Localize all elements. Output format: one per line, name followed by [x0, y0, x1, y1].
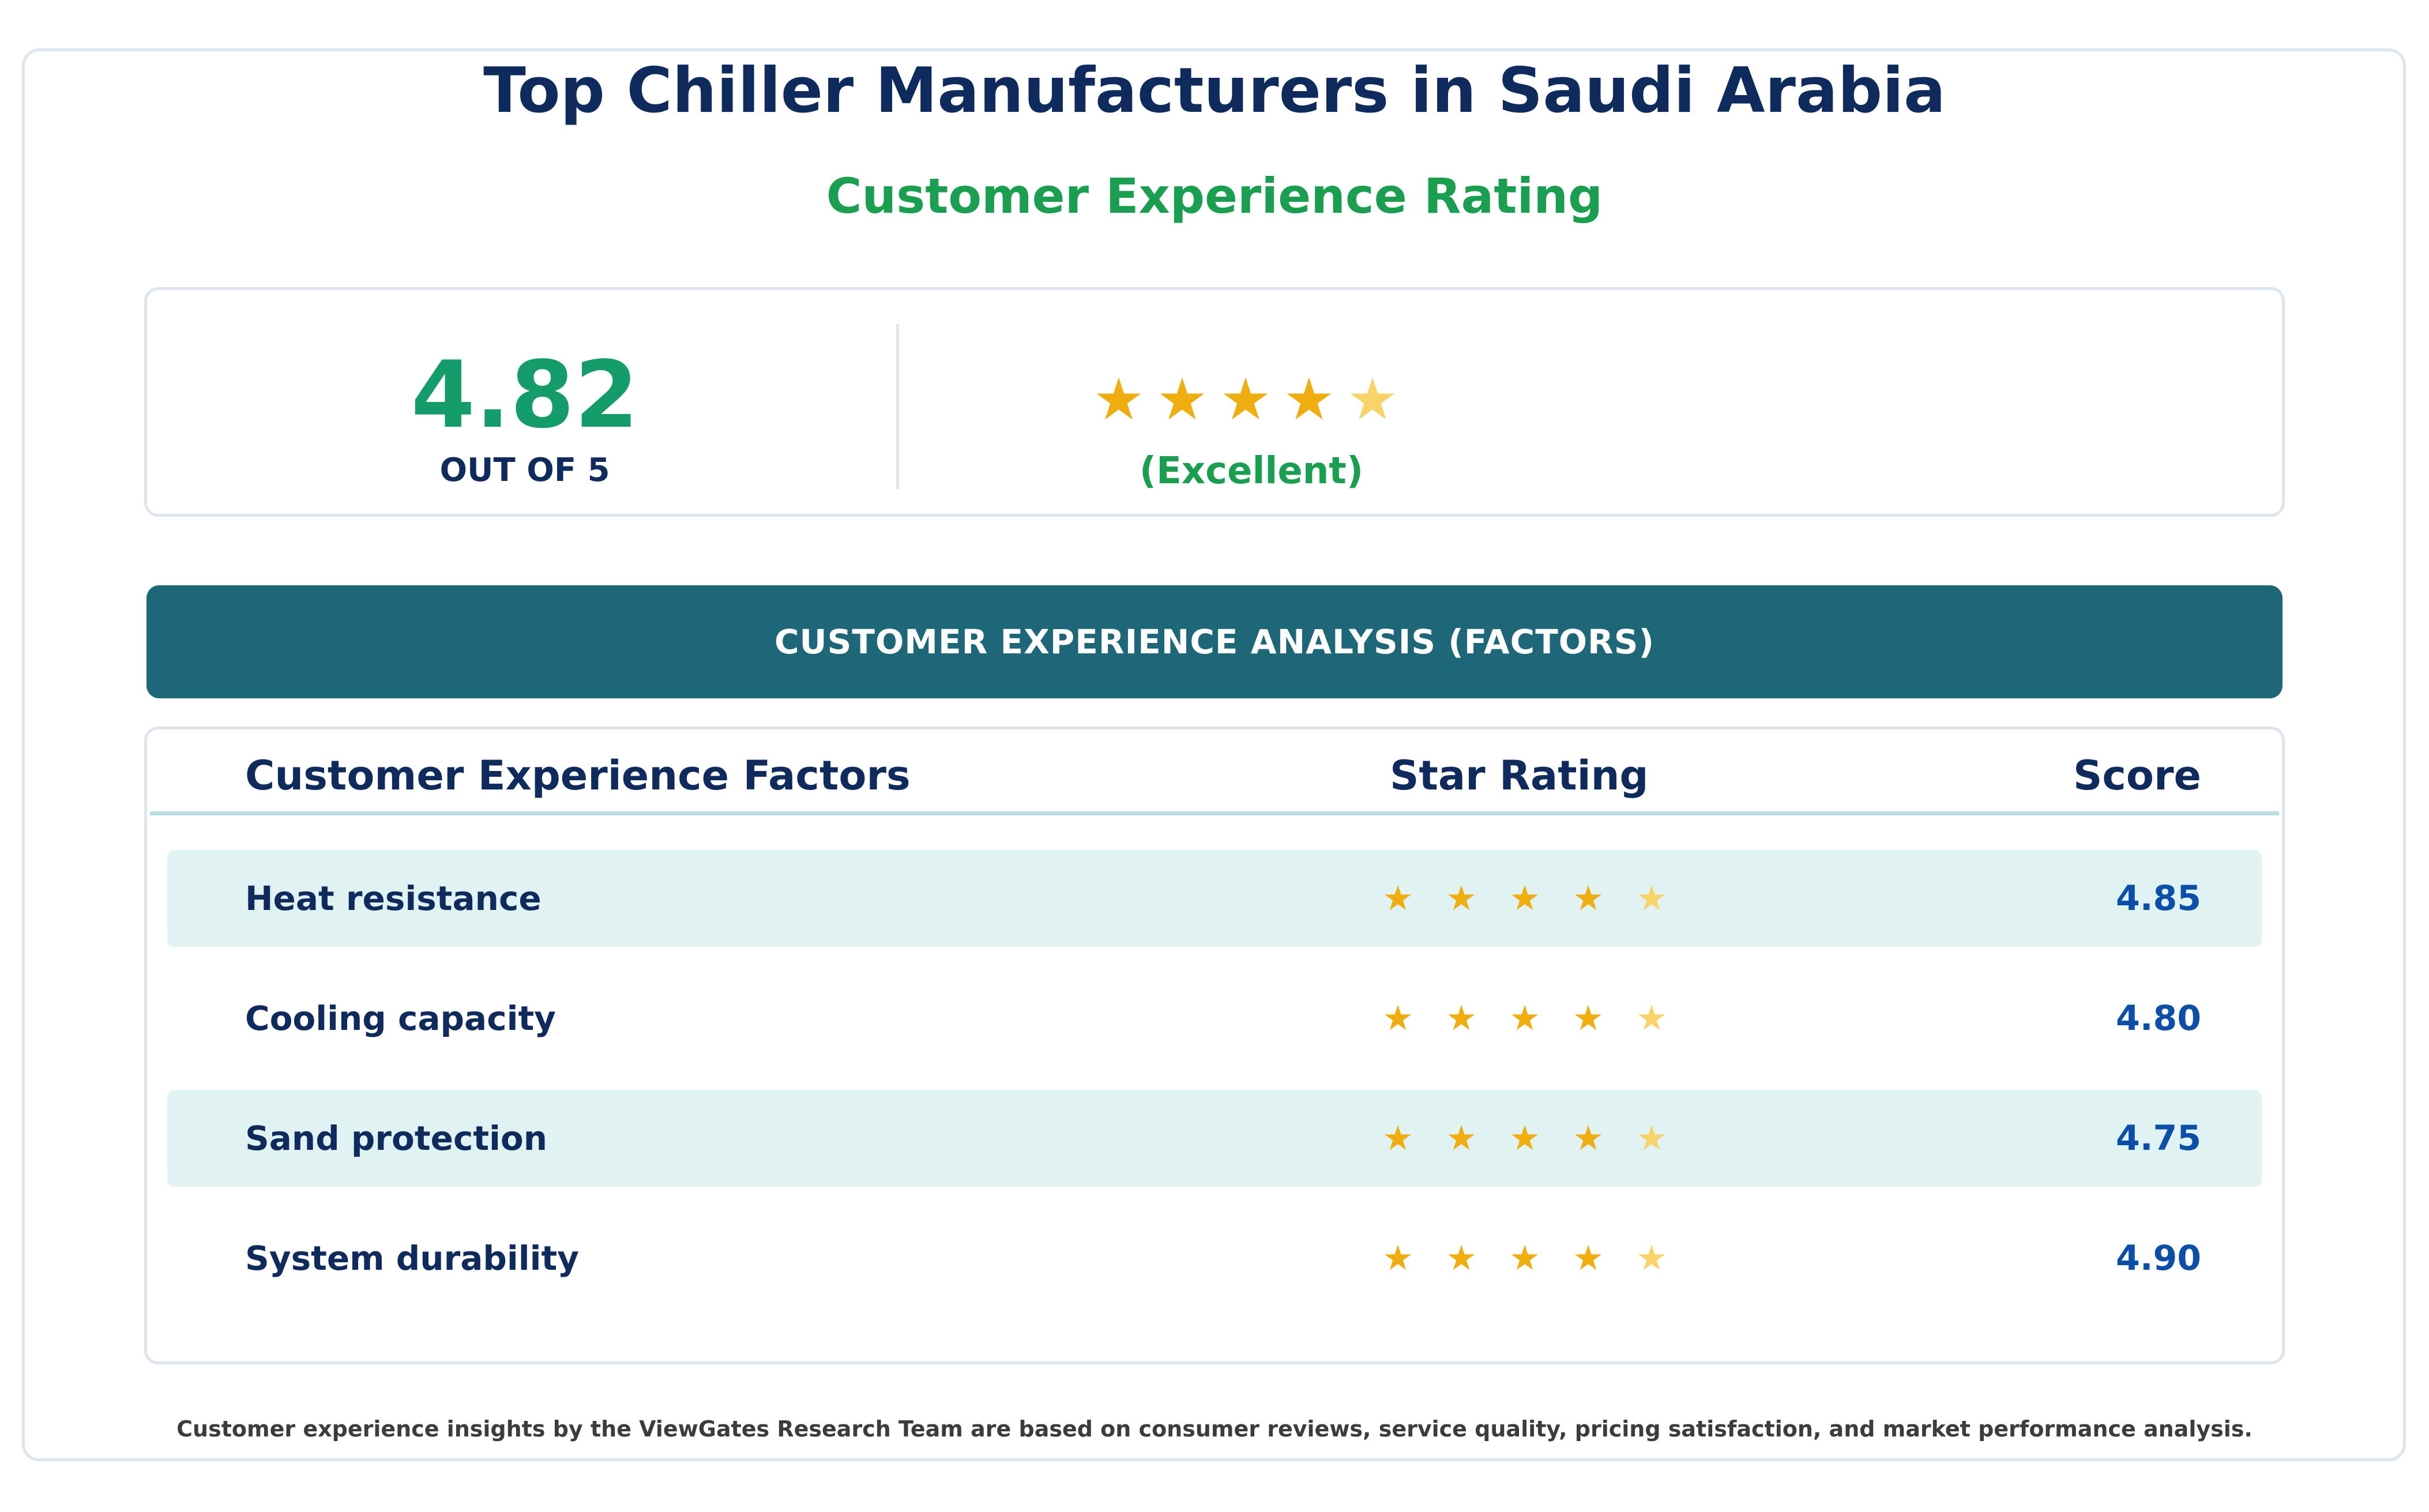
star-icon: ★: [1636, 1238, 1667, 1278]
factor-score: 4.90: [2115, 1238, 2201, 1278]
star-icon: ★: [1573, 998, 1604, 1039]
summary-divider: [896, 324, 899, 489]
page-title: Top Chiller Manufacturers in Saudi Arabi…: [483, 55, 1946, 127]
star-icon: ★: [1156, 366, 1208, 433]
star-icon: ★: [1220, 366, 1272, 433]
star-icon: ★: [1509, 1118, 1540, 1159]
factor-score: 4.85: [2115, 878, 2201, 919]
table-row: Cooling capacity ★ ★ ★ ★ ★ 4.80: [167, 970, 2262, 1067]
column-header-factor: Customer Experience Factors: [245, 752, 911, 799]
analysis-banner: CUSTOMER EXPERIENCE ANALYSIS (FACTORS): [146, 585, 2283, 698]
card-frame: [22, 48, 2406, 1461]
star-icon: ★: [1509, 878, 1540, 919]
star-icon: ★: [1347, 366, 1398, 433]
column-header-score: Score: [2073, 752, 2201, 799]
star-icon: ★: [1573, 878, 1604, 919]
header-divider: [150, 811, 2279, 815]
star-icon: ★: [1283, 366, 1335, 433]
star-icon: ★: [1382, 998, 1413, 1039]
factor-star-rating: ★ ★ ★ ★ ★: [1381, 970, 1669, 1067]
star-icon: ★: [1382, 878, 1413, 919]
column-header-stars: Star Rating: [1390, 752, 1649, 799]
factor-score: 4.80: [2115, 998, 2201, 1039]
factor-label: Cooling capacity: [245, 999, 556, 1038]
factor-label: System durability: [245, 1239, 580, 1278]
star-icon: ★: [1509, 1238, 1540, 1278]
factor-star-rating: ★ ★ ★ ★ ★: [1381, 1210, 1669, 1307]
factors-table: [144, 727, 2285, 1364]
summary-panel: [144, 287, 2285, 517]
star-icon: ★: [1509, 998, 1540, 1039]
factor-star-rating: ★ ★ ★ ★ ★: [1381, 850, 1669, 947]
star-icon: ★: [1636, 878, 1667, 919]
star-icon: ★: [1446, 1238, 1477, 1278]
star-icon: ★: [1446, 878, 1477, 919]
star-icon: ★: [1093, 366, 1145, 433]
star-icon: ★: [1636, 1118, 1667, 1159]
out-of-label: OUT OF 5: [439, 452, 610, 489]
star-icon: ★: [1446, 998, 1477, 1039]
overall-star-rating: ★ ★ ★ ★ ★: [1090, 362, 1401, 437]
page-subtitle: Customer Experience Rating: [826, 168, 1603, 224]
footnote: Customer experience insights by the View…: [176, 1416, 2253, 1442]
table-row: Sand protection ★ ★ ★ ★ ★ 4.75: [167, 1090, 2262, 1187]
factor-score: 4.75: [2115, 1118, 2201, 1159]
factor-star-rating: ★ ★ ★ ★ ★: [1381, 1090, 1669, 1187]
star-icon: ★: [1573, 1238, 1604, 1278]
star-icon: ★: [1573, 1118, 1604, 1159]
table-row: Heat resistance ★ ★ ★ ★ ★ 4.85: [167, 850, 2262, 947]
star-icon: ★: [1446, 1118, 1477, 1159]
rating-verdict: (Excellent): [1139, 450, 1364, 492]
overall-score: 4.82: [411, 341, 639, 449]
star-icon: ★: [1636, 998, 1667, 1039]
factor-label: Sand protection: [245, 1119, 548, 1158]
table-row: System durability ★ ★ ★ ★ ★ 4.90: [167, 1210, 2262, 1307]
star-icon: ★: [1382, 1118, 1413, 1159]
factor-label: Heat resistance: [245, 879, 542, 918]
star-icon: ★: [1382, 1238, 1413, 1278]
